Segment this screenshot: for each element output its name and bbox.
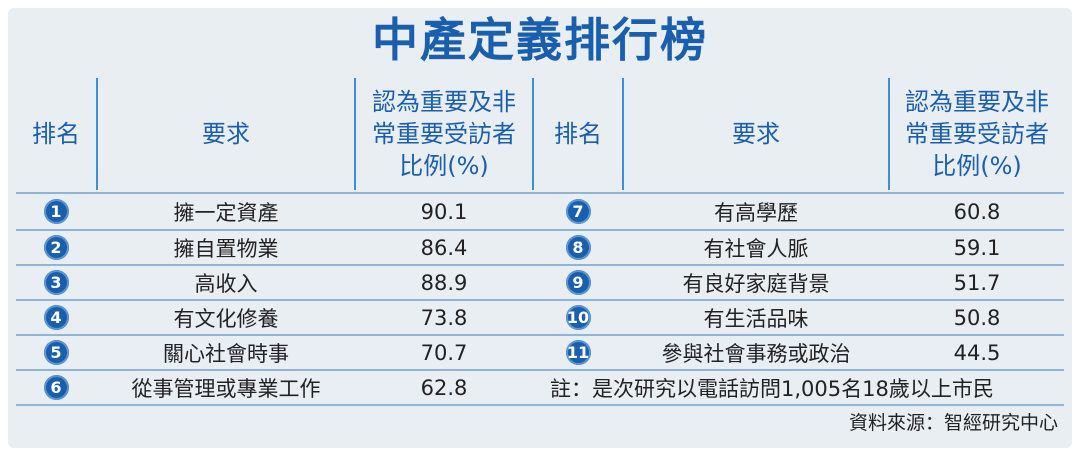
ratio-cell: 73.8 <box>420 305 468 330</box>
table-row: 2 擁自置物業 86.4 8 有社會人脈 59.1 <box>0 230 1080 265</box>
row-separator <box>16 404 1064 406</box>
requirement-cell: 有文化修養 <box>173 306 279 331</box>
divider <box>532 78 534 190</box>
ratio-cell: 90.1 <box>420 199 468 224</box>
ratio-cell: 88.9 <box>420 270 468 295</box>
requirement-cell: 擁一定資產 <box>173 200 279 225</box>
ratio-cell: 51.7 <box>953 270 1001 295</box>
header-ratio-left: 認為重要及非 常重要受訪者 比例(%) <box>356 78 532 190</box>
rank-badge: 10 <box>565 305 591 330</box>
table-row: 5 關心社會時事 70.7 11 參與社會事務或政治 44.5 <box>0 335 1080 370</box>
header-ratio-line2: 常重要受訪者 <box>905 120 1049 148</box>
rank-badge: 1 <box>43 199 69 224</box>
requirement-cell: 有生活品味 <box>703 306 809 331</box>
table-row: 6 從事管理或專業工作 62.8 <box>0 370 1080 405</box>
rank-badge: 6 <box>43 375 69 400</box>
ratio-cell: 60.8 <box>953 199 1001 224</box>
header-ratio-line1: 認為重要及非 <box>905 88 1049 116</box>
row-separator <box>16 334 1064 336</box>
header-ratio-line1: 認為重要及非 <box>372 88 516 116</box>
survey-note: 註：是次研究以電話訪問1,005名18歲以上市民 <box>550 376 994 401</box>
row-separator <box>16 229 1064 231</box>
requirement-cell: 有良好家庭背景 <box>682 271 830 296</box>
requirement-cell: 有高學歷 <box>714 200 798 225</box>
requirement-cell: 參與社會事務或政治 <box>661 341 851 366</box>
infographic-card <box>8 8 1072 448</box>
rank-badge: 11 <box>565 340 591 365</box>
header-requirement-right: 要求 <box>732 120 780 148</box>
ratio-cell: 50.8 <box>953 305 1001 330</box>
header-ratio-line3: 比例(%) <box>932 152 1022 180</box>
requirement-cell: 擁自置物業 <box>173 236 279 261</box>
header-requirement-left: 要求 <box>202 120 250 148</box>
divider <box>354 78 356 190</box>
row-separator <box>16 369 1064 371</box>
header-rank-left: 排名 <box>32 120 80 148</box>
requirement-cell: 從事管理或專業工作 <box>131 376 321 401</box>
rank-badge: 3 <box>43 270 69 295</box>
rank-badge: 7 <box>565 199 591 224</box>
requirement-cell: 高收入 <box>194 271 258 296</box>
header-rank-right: 排名 <box>554 120 602 148</box>
header-ratio-line3: 比例(%) <box>399 152 489 180</box>
table-row: 1 擁一定資產 90.1 7 有高學歷 60.8 <box>0 194 1080 229</box>
data-source: 資料來源：智經研究中心 <box>848 412 1058 434</box>
chart-title: 中產定義排行榜 <box>372 13 708 67</box>
rank-badge: 4 <box>43 305 69 330</box>
header-ratio-right: 認為重要及非 常重要受訪者 比例(%) <box>890 78 1064 190</box>
table-header: 排名 要求 認為重要及非 常重要受訪者 比例(%) 排名 要求 認為重要及非 常… <box>0 78 1080 190</box>
requirement-cell: 關心社會時事 <box>163 341 289 366</box>
ratio-cell: 70.7 <box>420 340 468 365</box>
divider <box>888 78 890 190</box>
header-separator <box>16 192 1064 194</box>
rank-badge: 5 <box>43 340 69 365</box>
ratio-cell: 86.4 <box>420 235 468 260</box>
table-row: 4 有文化修養 73.8 10 有生活品味 50.8 <box>0 300 1080 335</box>
rank-badge: 8 <box>565 235 591 260</box>
ratio-cell: 62.8 <box>420 375 468 400</box>
divider <box>622 78 624 190</box>
row-separator <box>16 299 1064 301</box>
row-separator <box>16 264 1064 266</box>
ratio-cell: 59.1 <box>953 235 1001 260</box>
requirement-cell: 有社會人脈 <box>703 236 809 261</box>
header-ratio-line2: 常重要受訪者 <box>372 120 516 148</box>
rank-badge: 9 <box>565 270 591 295</box>
divider <box>96 78 98 190</box>
rank-badge: 2 <box>43 235 69 260</box>
ratio-cell: 44.5 <box>953 340 1001 365</box>
table-row: 3 高收入 88.9 9 有良好家庭背景 51.7 <box>0 265 1080 300</box>
